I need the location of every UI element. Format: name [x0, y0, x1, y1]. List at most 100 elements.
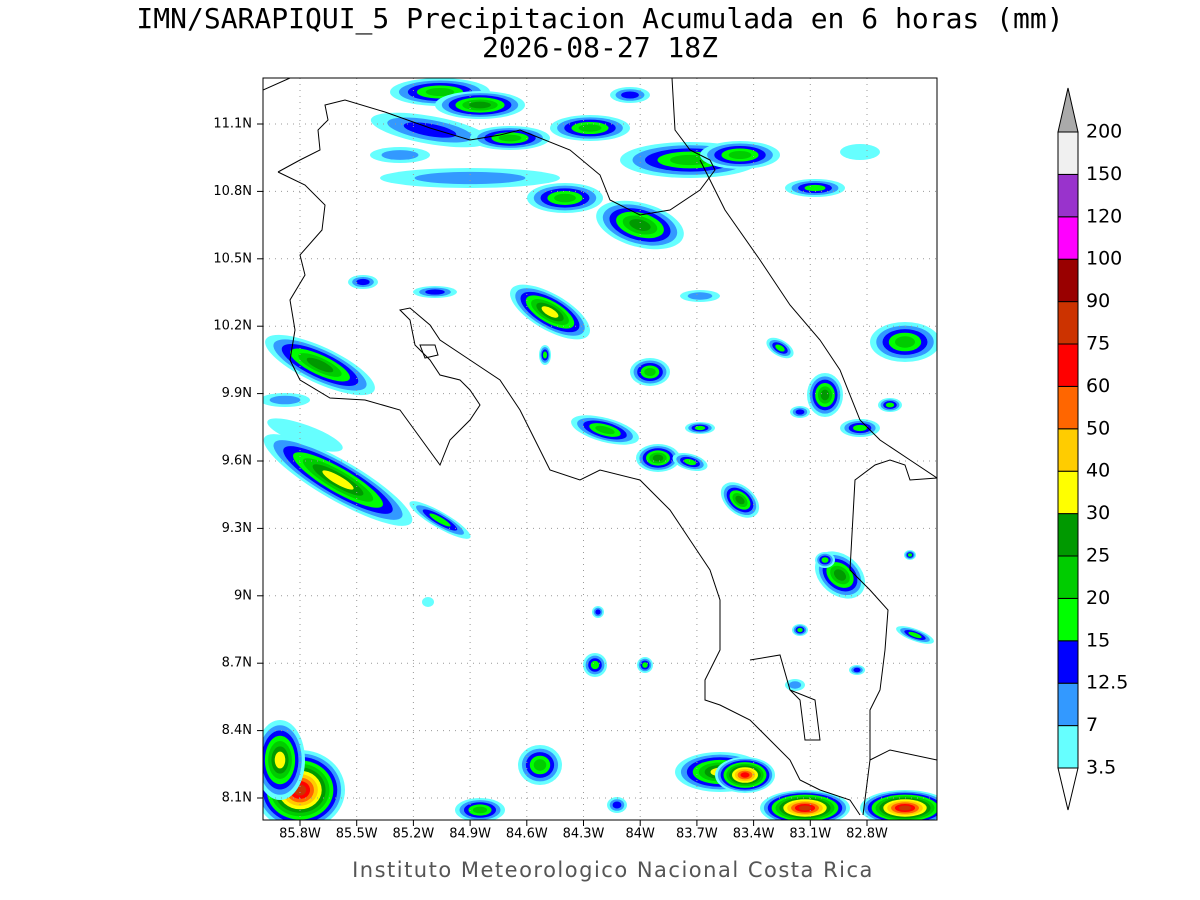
- precip-cell: [795, 409, 805, 415]
- precip-cell: [306, 357, 334, 373]
- colorbar-label: 200: [1086, 121, 1122, 143]
- colorbar-label: 20: [1086, 587, 1110, 609]
- lat-tick-label: 9.9N: [222, 386, 252, 401]
- lat-tick-label: 9.6N: [222, 454, 252, 469]
- grid: 85.8W 85.5W 85.2W 84.9W 84.6W 84.3W 84W 83.7W 83…: [213, 78, 937, 842]
- precip-cell: [498, 134, 522, 142]
- precip-field: [263, 78, 937, 820]
- precip-cell: [429, 513, 451, 527]
- precip-cell: [821, 557, 829, 563]
- precip-cell: [820, 389, 830, 401]
- precip-cell: [274, 751, 286, 769]
- lat-tick-label: 10.8N: [213, 184, 252, 199]
- precip-cell: [853, 424, 867, 432]
- precip-cell: [322, 470, 354, 490]
- precip-cell: [652, 454, 664, 462]
- lon-tick-label: 83.7W: [676, 827, 718, 842]
- lon-tick-label: 85.5W: [336, 827, 378, 842]
- precip-cell: [554, 193, 576, 203]
- colorbar-label: 15: [1086, 629, 1110, 651]
- colorbar-label: 60: [1086, 375, 1110, 397]
- lon-tick-label: 84.6W: [506, 827, 548, 842]
- precip-cell: [621, 91, 639, 99]
- lat-tick-label: 11.1N: [213, 117, 252, 132]
- colorbar: 3.5 7 12.5 15 20 25 30 40 50 60 75 90 100 120 150 200: [1057, 87, 1128, 811]
- precip-cell: [578, 124, 602, 132]
- precip-cell: [788, 681, 802, 689]
- colorbar-box: [1057, 470, 1079, 515]
- colorbar-label: 75: [1086, 333, 1110, 355]
- precip-cell: [683, 458, 697, 466]
- precip-cell: [907, 553, 913, 557]
- precip-cell: [403, 122, 457, 138]
- precip-cell: [541, 306, 559, 318]
- precip-cell: [472, 806, 488, 814]
- precip-cell: [797, 627, 803, 633]
- colorbar-label: 50: [1086, 417, 1110, 439]
- colorbar-box: [1057, 428, 1079, 472]
- lon-tick-label: 84W: [625, 827, 655, 842]
- colorbar-under: [1057, 767, 1079, 811]
- precip-cell: [629, 219, 651, 231]
- precip-cell: [533, 759, 547, 771]
- colorbar-label: 30: [1086, 502, 1110, 524]
- precip-cell: [590, 660, 600, 670]
- colorbar-over: [1057, 87, 1079, 133]
- precip-cell: [895, 336, 915, 348]
- colorbar-label: 12.5: [1086, 672, 1128, 694]
- precip-cell: [908, 631, 922, 639]
- precip-cell: [595, 425, 615, 435]
- precip-cell: [595, 609, 601, 615]
- lat-tick-label: 9.3N: [222, 521, 252, 536]
- precip-cell: [833, 569, 847, 581]
- colorbar-box: [1057, 216, 1079, 260]
- subtitle: 2026-08-27 18Z: [482, 31, 718, 64]
- colorbar-label: 7: [1086, 714, 1098, 736]
- colorbar-box: [1057, 258, 1079, 303]
- lon-tick-label: 85.8W: [279, 827, 321, 842]
- precip-cell: [642, 662, 648, 668]
- precip-cell: [356, 278, 370, 286]
- colorbar-box: [1057, 640, 1079, 684]
- coastline: [263, 78, 937, 816]
- lat-tick-label: 9N: [234, 588, 252, 603]
- footer: Instituto Meteorologico Nacional Costa R…: [352, 858, 874, 882]
- precip-cell: [269, 395, 301, 405]
- precip-cell: [414, 171, 526, 185]
- map-frame: [262, 77, 938, 821]
- colorbar-box: [1057, 385, 1079, 430]
- precip-cell: [381, 150, 419, 160]
- colorbar-label: 3.5: [1086, 757, 1116, 779]
- coastlines: [263, 78, 937, 816]
- precip-cell: [422, 597, 434, 607]
- precip-cell: [694, 425, 706, 431]
- lat-tick-label: 8.1N: [222, 791, 252, 806]
- precip-cell: [840, 144, 880, 160]
- precip-cell: [542, 351, 548, 359]
- colorbar-box: [1057, 301, 1079, 345]
- colorbar-box: [1057, 513, 1079, 557]
- lake: [419, 344, 439, 359]
- precip-cell: [644, 368, 656, 376]
- lon-tick-label: 85.2W: [392, 827, 434, 842]
- precip-cell: [687, 292, 713, 300]
- precip-cell: [775, 344, 785, 352]
- colorbar-label: 40: [1086, 460, 1110, 482]
- lon-tick-label: 83.1W: [789, 827, 831, 842]
- colorbar-box: [1057, 343, 1079, 387]
- lon-tick-label: 83.4W: [733, 827, 775, 842]
- lat-tick-label: 8.4N: [222, 723, 252, 738]
- colorbar-label: 120: [1086, 205, 1122, 227]
- lat-tick-label: 8.7N: [222, 656, 252, 671]
- precip-cell: [267, 418, 343, 452]
- colorbar-box: [1057, 555, 1079, 599]
- lat-tick-label: 10.5N: [213, 251, 252, 266]
- colorbar-box: [1057, 682, 1079, 727]
- colorbar-box: [1057, 131, 1079, 175]
- colorbar-box: [1057, 173, 1079, 218]
- precip-cell: [735, 495, 745, 505]
- precip-cell: [804, 184, 826, 192]
- precip-cell: [853, 667, 861, 673]
- title: IMN/SARAPIQUI_5 Precipitacion Acumulada …: [136, 2, 1063, 36]
